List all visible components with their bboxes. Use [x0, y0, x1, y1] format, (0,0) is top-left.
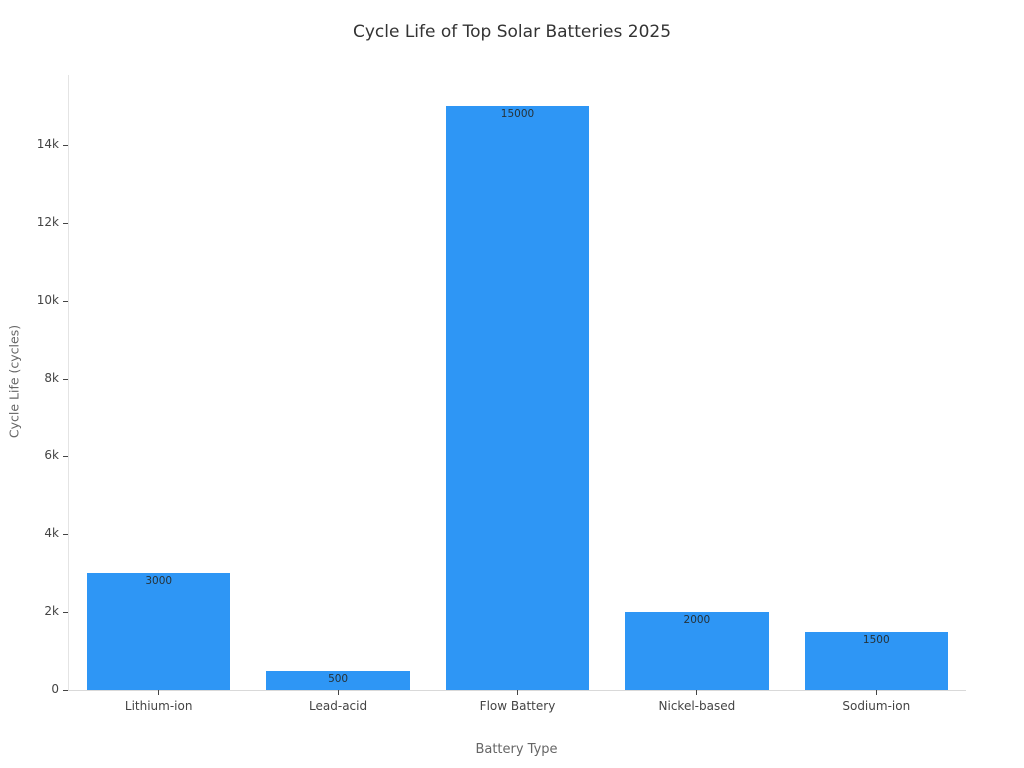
y-tick-mark: [63, 534, 68, 536]
y-tick-label: 14k: [36, 137, 59, 152]
y-tick-mark: [63, 690, 68, 691]
x-tick-mark: [875, 690, 877, 695]
bar: 15000: [445, 106, 590, 690]
x-tick: Lithium-ion: [69, 690, 248, 730]
bar: 2000: [625, 612, 769, 690]
x-tick: Sodium-ion: [787, 690, 966, 730]
x-tick-label: Lithium-ion: [124, 699, 193, 713]
y-tick-label: 2k: [44, 604, 59, 619]
plot-area: 0 2k 4k 6k 8k 10k 12k 14k 3000 Lithium-ion 500 Lead…: [37, 75, 966, 713]
bar-value-label: 3000: [145, 575, 173, 588]
y-tick-mark: [63, 222, 68, 224]
bar-value-label: 1500: [862, 633, 890, 646]
y-tick-label: 6k: [44, 448, 59, 463]
bar: 500: [266, 670, 410, 690]
x-tick-label: Sodium-ion: [842, 699, 911, 713]
bar-value-label: 2000: [683, 614, 711, 627]
chart-title: Cycle Life of Top Solar Batteries 2025: [352, 22, 672, 42]
x-tick-label: Flow Battery: [479, 699, 556, 713]
bar: 1500: [804, 631, 949, 690]
y-tick-label: 4k: [44, 526, 59, 541]
x-tick-label: Lead-acid: [309, 699, 368, 713]
bar: 3000: [86, 573, 231, 690]
bar-value-label: 500: [328, 672, 349, 685]
x-axis-title: Battery Type: [475, 742, 558, 757]
y-axis-title: Cycle Life (cycles): [6, 324, 22, 439]
y-tick-mark: [63, 456, 68, 458]
y-tick-label: 10k: [36, 292, 59, 307]
x-tick: Nickel-based: [607, 690, 786, 730]
y-tick-mark: [63, 378, 68, 380]
y-tick-mark: [63, 145, 68, 147]
x-tick: Flow Battery: [428, 690, 607, 730]
x-tick-mark: [516, 690, 518, 695]
x-tick-mark: [696, 690, 698, 695]
x-tick-mark: [337, 690, 339, 695]
y-tick-label: 12k: [36, 214, 59, 229]
x-tick-label: Nickel-based: [658, 699, 736, 713]
y-tick-label: 0: [51, 682, 59, 696]
y-tick-mark: [63, 612, 68, 614]
x-tick: Lead-acid: [248, 690, 427, 730]
x-tick-mark: [158, 690, 160, 695]
y-tick-mark: [63, 300, 68, 302]
bar-value-label: 15000: [500, 108, 535, 121]
y-tick-label: 8k: [44, 370, 59, 385]
